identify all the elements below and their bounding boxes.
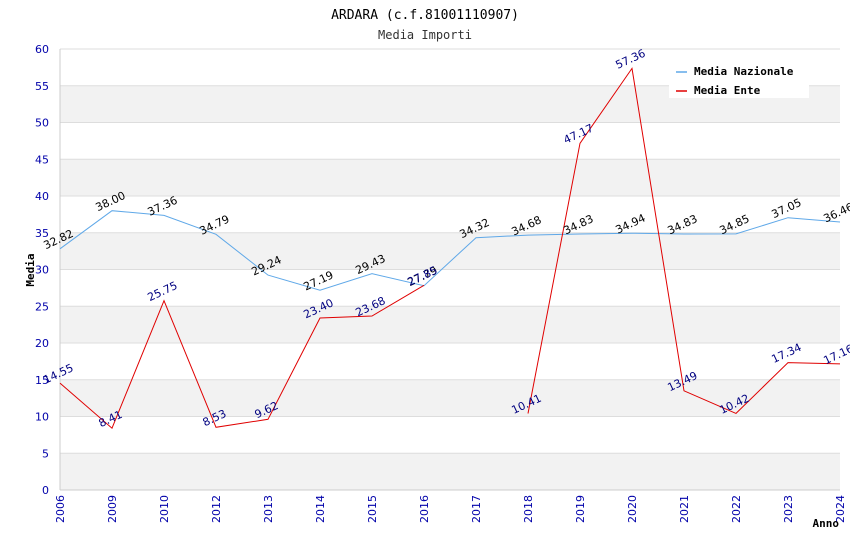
y-tick-15: 15	[35, 374, 49, 387]
legend-label-media-ente: Media Ente	[694, 84, 761, 97]
grid-band	[60, 232, 840, 270]
series-line-media-nazionale	[59, 210, 841, 291]
grid-band	[60, 159, 840, 196]
x-tick-2018: 2018	[522, 495, 535, 523]
grid-band	[60, 379, 840, 417]
series-lines	[59, 67, 841, 430]
x-tick-2012: 2012	[210, 495, 223, 523]
x-tick-2006: 2006	[54, 495, 67, 523]
x-tick-2017: 2017	[470, 495, 483, 523]
data-label-media-ente-2010: 25.75	[145, 279, 179, 304]
data-label-media-ente-2020: 57.36	[613, 47, 647, 72]
y-tick-45: 45	[35, 153, 49, 166]
x-axis-label: Anno	[813, 517, 840, 530]
y-axis-label: Media	[24, 253, 37, 286]
x-tick-2009: 2009	[106, 495, 119, 523]
legend-label-media-nazionale: Media Nazionale	[694, 65, 794, 78]
y-tick-5: 5	[42, 447, 49, 460]
y-tick-40: 40	[35, 190, 49, 203]
x-tick-2013: 2013	[262, 495, 275, 523]
y-tick-labels: 0 5 10 15 20 25 30 35 40 45 50 55 60	[35, 43, 49, 497]
chart-title: ARDARA (c.f.81001110907)	[331, 8, 519, 23]
axes	[59, 49, 840, 491]
y-tick-10: 10	[35, 411, 49, 424]
data-label-media-ente-2023: 17.34	[769, 341, 803, 366]
x-tick-2016: 2016	[418, 495, 431, 523]
y-tick-60: 60	[35, 43, 49, 56]
grid-band	[60, 453, 840, 490]
y-tick-55: 55	[35, 80, 49, 93]
y-tick-20: 20	[35, 337, 49, 350]
legend-box	[669, 60, 809, 98]
x-tick-2020: 2020	[626, 495, 639, 523]
y-tick-50: 50	[35, 117, 49, 130]
y-tick-35: 35	[35, 227, 49, 240]
x-tick-2021: 2021	[678, 495, 691, 523]
legend: Media Nazionale Media Ente	[669, 60, 809, 98]
y-tick-0: 0	[42, 484, 49, 497]
data-label-media-nazionale-2023: 37.05	[769, 196, 803, 221]
series-line-media-ente	[59, 284, 425, 430]
grid-bands	[60, 85, 840, 490]
x-tick-2010: 2010	[158, 495, 171, 523]
x-tick-2019: 2019	[574, 495, 587, 523]
x-tick-2014: 2014	[314, 495, 327, 523]
x-tick-2024: 2024	[834, 495, 847, 523]
data-label-media-ente-2019: 47.17	[561, 122, 595, 147]
chart-subtitle: Media Importi	[378, 28, 472, 42]
y-tick-25: 25	[35, 300, 49, 313]
y-tick-30: 30	[35, 264, 49, 277]
x-tick-2015: 2015	[366, 495, 379, 523]
series-line-media-ente	[527, 67, 841, 414]
x-tick-2022: 2022	[730, 495, 743, 523]
x-tick-labels: 2006 2009 2010 2012 2013 2014 2015 2016 2017 2018…	[54, 495, 847, 523]
grid-band	[60, 306, 840, 343]
x-tick-2023: 2023	[782, 495, 795, 523]
